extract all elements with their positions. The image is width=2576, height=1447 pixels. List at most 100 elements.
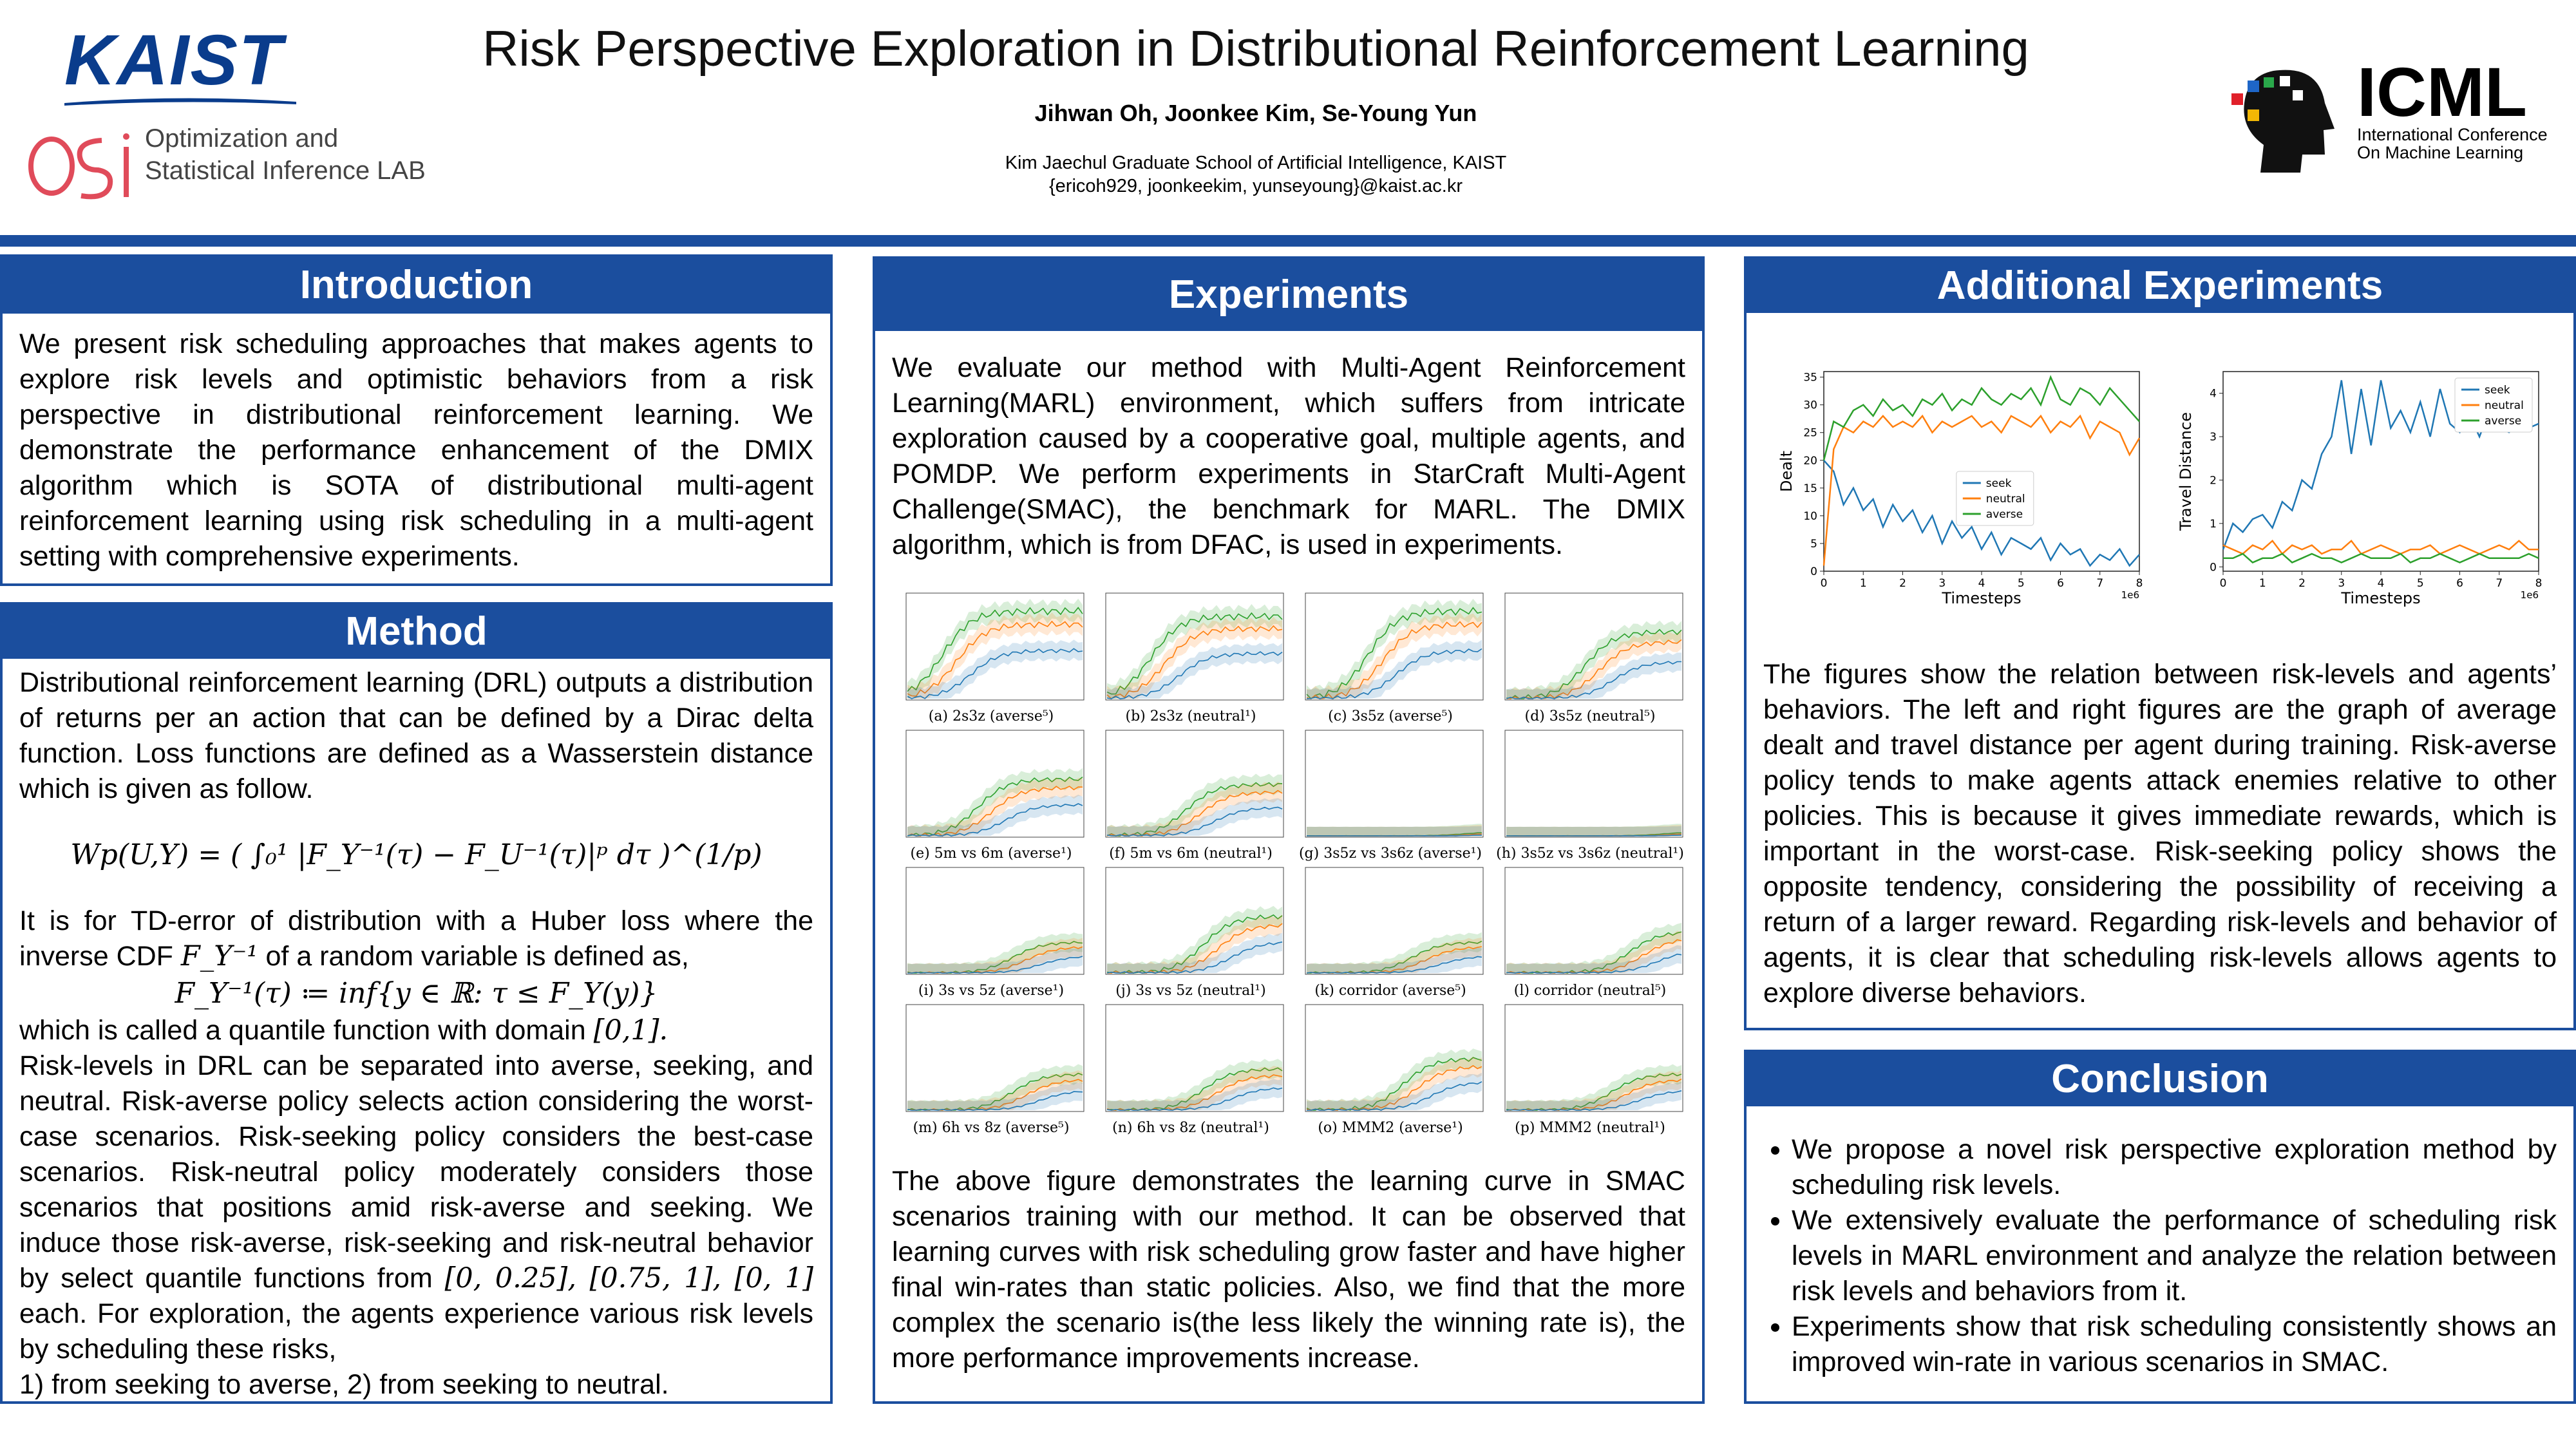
x-tick-label: 1 — [2259, 577, 2266, 590]
header-logos: KAIST Optimization and Statistical Infer… — [13, 19, 464, 213]
method-paragraph-3a: which is called a quantile function with… — [19, 1015, 586, 1046]
poster-title: Risk Perspective Exploration in Distribu… — [482, 20, 2029, 77]
learning-curve-caption: (c) 3s5z (averse⁵) — [1328, 708, 1453, 724]
icml-head-icon — [2231, 70, 2334, 173]
conclusion-item: We extensively evaluate the performance … — [1792, 1203, 2557, 1309]
learning-curve-thumbnail — [1305, 592, 1484, 701]
affiliation-block: Kim Jaechul Graduate School of Artificia… — [451, 151, 2061, 198]
x-tick-label: 8 — [2535, 577, 2543, 590]
curve-variance-band — [1307, 598, 1482, 699]
introduction-panel: Introduction We present risk scheduling … — [0, 254, 833, 586]
legend-label: neutral — [1986, 493, 2025, 506]
learning-curve-thumbnail — [1504, 1004, 1683, 1112]
series-line-averse — [1823, 375, 2140, 461]
y-tick-label: 1 — [2210, 518, 2217, 531]
curve-variance-band — [1107, 905, 1282, 973]
icml-logo: ICML International Conference On Machine… — [2228, 53, 2563, 180]
additional-experiments-panel: Additional Experiments 0 1 2 3 4 5 6 7 8 0 5 10 15 20… — [1744, 256, 2576, 1030]
learning-curve-line — [1506, 1090, 1682, 1111]
learning-curve-thumbnail — [905, 867, 1084, 975]
learning-curve-line — [1106, 1087, 1283, 1111]
icml-subtitle: International Conference On Machine Lear… — [2357, 126, 2548, 162]
learning-curve-line — [1306, 621, 1482, 700]
learning-curve-line — [1106, 651, 1283, 699]
curve-variance-band — [1307, 824, 1482, 836]
learning-curve-line — [1506, 639, 1682, 699]
learning-curve-line — [1506, 953, 1682, 974]
x-tick-label: 4 — [1978, 577, 1985, 590]
curve-variance-band — [1107, 798, 1282, 836]
legend-label: averse — [1986, 508, 2023, 521]
learning-curve-thumbnail — [905, 592, 1084, 701]
y-tick-label: 20 — [1803, 455, 1817, 468]
curve-variance-band — [907, 612, 1083, 699]
x-tick-label: 1 — [1860, 577, 1867, 590]
learning-curve-line — [1506, 835, 1682, 837]
learning-curve-line — [907, 620, 1083, 697]
method-panel: Method Distributional reinforcement lear… — [0, 602, 833, 1404]
curve-variance-band — [1506, 824, 1681, 836]
thumbnail-frame — [1504, 867, 1683, 975]
curve-variance-band — [1307, 826, 1482, 836]
series-line-neutral — [2222, 539, 2539, 555]
learning-curve-thumbnail — [905, 1004, 1084, 1112]
curve-variance-band — [907, 1070, 1083, 1110]
learning-curve-caption: (b) 2s3z (neutral¹) — [1125, 708, 1256, 724]
curve-variance-band — [1107, 1066, 1282, 1110]
learning-curve-thumbnail — [1105, 592, 1284, 701]
curve-variance-band — [1307, 825, 1482, 836]
quantile-sets: [0, 0.25], [0.75, 1], [0, 1] — [444, 1262, 813, 1294]
experiments-text-2: The above figure demonstrates the learni… — [892, 1166, 1685, 1374]
x-axis-multiplier: 1e6 — [2521, 589, 2539, 601]
method-paragraph-5: 1) from seeking to averse, 2) from seeki… — [19, 1369, 669, 1400]
thumbnail-frame — [1305, 592, 1484, 701]
curve-variance-band — [1506, 945, 1681, 973]
curve-variance-band — [907, 932, 1083, 973]
curve-variance-band — [1107, 914, 1282, 973]
method-paragraph-2a: It is for TD-error of distribution with … — [19, 905, 813, 972]
learning-curve-thumbnail — [1105, 867, 1284, 975]
series-line-averse — [2223, 553, 2539, 563]
x-tick-label: 3 — [1938, 577, 1946, 590]
x-tick-label: 3 — [2338, 577, 2345, 590]
y-tick-label: 30 — [1803, 399, 1817, 412]
learning-curve-caption: (d) 3s5z (neutral⁵) — [1524, 708, 1656, 724]
learning-curve-line — [907, 776, 1083, 837]
curve-variance-band — [1506, 620, 1681, 699]
curve-variance-band — [907, 768, 1083, 836]
x-tick-label: 5 — [2018, 577, 2025, 590]
learning-curve-caption: (a) 2s3z (averse⁵) — [928, 708, 1054, 724]
y-axis-label: Dealt — [1777, 451, 1795, 492]
curve-variance-band — [1307, 612, 1482, 699]
conclusion-heading: Conclusion — [1747, 1052, 2573, 1106]
thumbnail-frame — [1105, 730, 1284, 838]
learning-curve-thumbnail — [1305, 1004, 1484, 1112]
curve-variance-band — [1307, 947, 1482, 973]
thumbnail-frame — [1305, 867, 1484, 975]
y-tick-label: 5 — [1810, 538, 1817, 551]
thumbnail-frame — [905, 867, 1084, 975]
x-tick-label: 6 — [2456, 577, 2463, 590]
curve-variance-band — [907, 795, 1083, 836]
method-paragraph-4a: Risk-levels in DRL can be separated into… — [19, 1050, 813, 1294]
learning-curve-caption: (e) 5m vs 6m (averse¹) — [910, 846, 1072, 862]
method-paragraph-3: which is called a quantile function with… — [19, 1013, 813, 1048]
quantile-domain: [0,1]. — [593, 1014, 668, 1046]
y-tick-label: 10 — [1803, 510, 1817, 523]
y-tick-label: 35 — [1803, 372, 1817, 384]
method-paragraph-2: It is for TD-error of distribution with … — [19, 903, 813, 974]
learning-curve-line — [1106, 806, 1283, 837]
experiments-panel: Experiments We evaluate our method with … — [873, 256, 1705, 1404]
thumbnail-frame — [1105, 592, 1284, 701]
dealt-chart: 0 1 2 3 4 5 6 7 8 0 5 10 15 20 25 30 35 Timesteps 1e6 Dealt… — [1777, 371, 2143, 607]
kaist-logo: KAIST — [64, 21, 283, 100]
curve-variance-band — [1506, 931, 1681, 973]
method-paragraph-4b: each. For exploration, the agents experi… — [19, 1298, 813, 1365]
curve-variance-band — [1107, 773, 1282, 836]
y-axis-label: Travel Distance — [2177, 412, 2195, 531]
learning-curve-thumbnail — [1305, 730, 1484, 838]
method-paragraph-2b: of a random variable is defined as, — [265, 941, 689, 972]
curve-variance-band — [1307, 1048, 1482, 1110]
additional-experiments-text: The figures show the relation between ri… — [1763, 659, 2557, 1008]
curve-variance-band — [1307, 938, 1482, 973]
